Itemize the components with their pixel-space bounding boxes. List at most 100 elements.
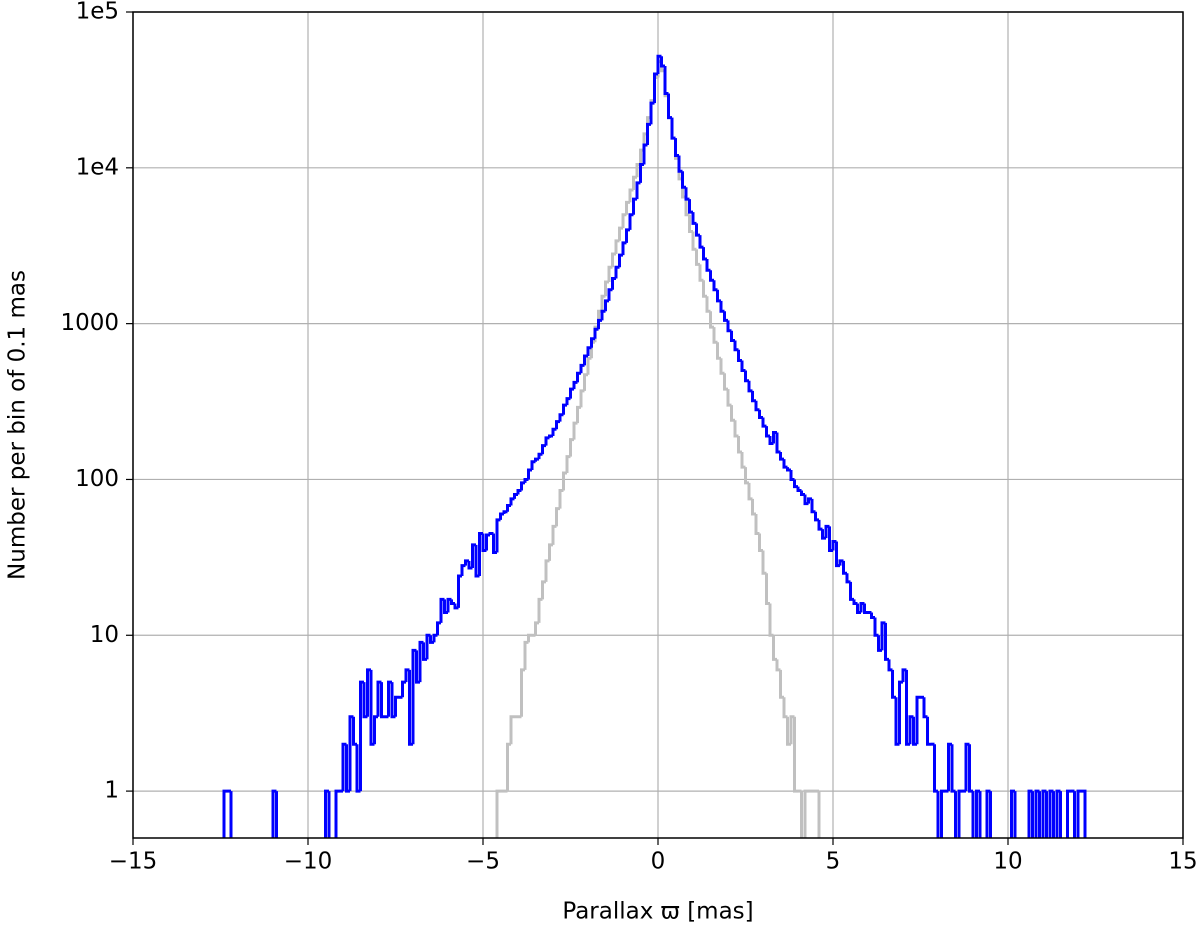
histogram-step bbox=[516, 488, 522, 495]
histogram-step bbox=[369, 669, 375, 746]
histogram-step bbox=[887, 659, 893, 672]
histogram-step bbox=[779, 452, 784, 461]
histogram-step bbox=[873, 617, 879, 637]
histogram-step bbox=[870, 612, 875, 620]
histogram-step bbox=[772, 431, 777, 444]
histogram-step bbox=[327, 791, 331, 838]
histogram-step bbox=[586, 356, 592, 375]
histogram-step bbox=[509, 715, 515, 745]
histogram-step bbox=[775, 659, 781, 672]
histogram-step bbox=[702, 280, 707, 298]
histogram-step bbox=[922, 697, 928, 719]
histogram-step bbox=[709, 311, 714, 329]
histogram-step bbox=[373, 715, 378, 745]
histogram-step bbox=[810, 498, 816, 514]
y-tick-label: 100 bbox=[75, 466, 119, 492]
histogram-step bbox=[772, 635, 777, 661]
histogram-step bbox=[453, 603, 459, 610]
histogram-step bbox=[891, 669, 896, 699]
histogram-step bbox=[541, 444, 546, 455]
y-tick-label: 1e5 bbox=[76, 0, 119, 25]
histogram-series bbox=[222, 54, 1087, 838]
histogram-step bbox=[572, 421, 578, 440]
histogram-step bbox=[814, 511, 819, 522]
histogram-step bbox=[628, 213, 634, 230]
histogram-step bbox=[558, 413, 564, 422]
histogram-step bbox=[789, 715, 795, 745]
histogram-step bbox=[621, 213, 627, 229]
histogram-step bbox=[726, 389, 732, 407]
histogram-step bbox=[691, 231, 697, 251]
histogram-step bbox=[499, 512, 504, 520]
y-tick-label: 10 bbox=[90, 622, 119, 648]
histogram-step bbox=[926, 716, 931, 746]
histogram-step bbox=[583, 354, 588, 366]
histogram-step bbox=[817, 519, 823, 531]
plot-area bbox=[222, 54, 1087, 838]
histogram-step bbox=[765, 573, 770, 605]
histogram-step bbox=[618, 226, 623, 241]
histogram-step bbox=[698, 264, 704, 282]
histogram-step bbox=[751, 390, 756, 403]
histogram-step bbox=[348, 715, 354, 792]
histogram-step bbox=[719, 358, 725, 375]
histogram-step bbox=[800, 791, 803, 838]
histogram-step bbox=[660, 56, 665, 68]
histogram-step bbox=[1038, 791, 1041, 838]
histogram-step bbox=[534, 457, 539, 462]
histogram-step bbox=[698, 235, 704, 249]
histogram-step bbox=[548, 543, 553, 561]
histogram-step bbox=[968, 744, 973, 793]
histogram-step bbox=[485, 533, 490, 551]
histogram-step bbox=[730, 330, 735, 342]
histogram-step bbox=[796, 486, 802, 492]
x-tick-label: 15 bbox=[1168, 849, 1197, 875]
histogram-step bbox=[950, 744, 956, 793]
histogram-step bbox=[618, 253, 623, 268]
histogram-step bbox=[387, 680, 392, 717]
histogram-step bbox=[803, 789, 809, 838]
histogram-step bbox=[719, 300, 725, 313]
histogram-step bbox=[730, 405, 735, 422]
histogram-step bbox=[800, 490, 805, 497]
x-axis-label: Parallax ϖ [mas] bbox=[562, 899, 753, 925]
histogram-step bbox=[394, 695, 399, 717]
histogram-step bbox=[954, 791, 957, 838]
histogram-step bbox=[747, 380, 753, 393]
histogram-step bbox=[607, 265, 613, 283]
y-tick-label: 1 bbox=[104, 778, 119, 804]
histogram-step bbox=[733, 340, 739, 352]
histogram-step bbox=[600, 309, 606, 321]
histogram-step bbox=[747, 482, 753, 501]
histogram-series bbox=[495, 60, 821, 838]
histogram-step bbox=[856, 603, 861, 615]
histogram-step bbox=[422, 642, 427, 661]
histogram-step bbox=[712, 327, 718, 344]
histogram-step bbox=[523, 640, 529, 670]
histogram-step bbox=[1059, 791, 1062, 838]
histogram-step bbox=[880, 621, 886, 651]
histogram-step bbox=[915, 695, 921, 745]
histogram-step bbox=[978, 791, 982, 838]
histogram-step bbox=[803, 494, 809, 506]
histogram-step bbox=[527, 468, 532, 480]
histogram-step bbox=[674, 138, 679, 157]
histogram-step bbox=[723, 311, 728, 322]
histogram-step bbox=[579, 363, 585, 374]
histogram-step bbox=[863, 603, 868, 615]
histogram-step bbox=[565, 455, 571, 474]
histogram-step bbox=[401, 680, 406, 698]
histogram-step bbox=[555, 507, 560, 527]
histogram-step bbox=[691, 212, 697, 225]
histogram-step bbox=[555, 420, 560, 430]
histogram-step bbox=[744, 467, 749, 485]
histogram-step bbox=[782, 697, 788, 719]
histogram-step bbox=[768, 603, 774, 637]
histogram-step bbox=[849, 581, 854, 601]
histogram-step bbox=[786, 467, 791, 472]
histogram-step bbox=[852, 599, 858, 605]
histogram-step bbox=[229, 791, 233, 838]
histogram-step bbox=[558, 488, 564, 509]
histogram-step bbox=[551, 524, 557, 545]
histogram-step bbox=[530, 460, 536, 470]
